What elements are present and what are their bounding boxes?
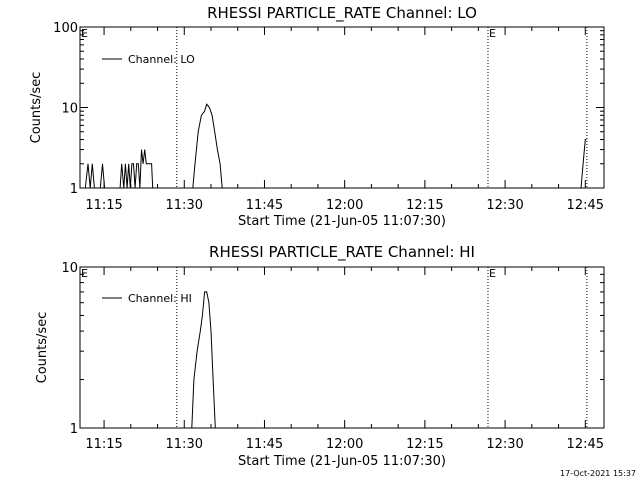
panel-2-x-tick-label: 11:45 bbox=[246, 437, 283, 452]
panel-2-marker-label: E bbox=[489, 267, 496, 280]
panel-1-x-tick-label: 12:00 bbox=[326, 198, 363, 213]
panel-1-y-tick-label: 1 bbox=[70, 182, 78, 197]
panel-1-legend-label: Channel: LO bbox=[128, 53, 195, 66]
panel-1-series-line bbox=[192, 103, 223, 189]
timestamp-label: 17-Oct-2021 15:37 bbox=[560, 469, 636, 478]
panel-2-title: RHESSI PARTICLE_RATE Channel: HI bbox=[209, 243, 475, 262]
panel-2-x-tick-label: 12:00 bbox=[326, 437, 363, 452]
panel-1-series-line bbox=[580, 139, 587, 189]
panel-1-x-tick-label: 12:15 bbox=[406, 198, 443, 213]
panel-1-x-tick-label: 11:45 bbox=[246, 198, 283, 213]
panel-1-frame bbox=[79, 26, 605, 189]
panel-1-title: RHESSI PARTICLE_RATE Channel: LO bbox=[207, 4, 477, 23]
panel-1-series-line bbox=[119, 149, 154, 189]
panel-1-x-tick-label: 11:15 bbox=[85, 198, 122, 213]
panel-1-series-line bbox=[99, 163, 106, 189]
panel-1-x-tick-label: 12:30 bbox=[486, 198, 523, 213]
panel-2-x-tick-label: 12:45 bbox=[567, 437, 604, 452]
panel-1-marker-label: E bbox=[81, 27, 88, 40]
panel-2-legend-label: Channel: HI bbox=[128, 292, 192, 305]
panel-2-y-axis-label: Counts/sec bbox=[35, 312, 50, 384]
panel-1-y-tick-label: 100 bbox=[53, 21, 78, 36]
panel-2-x-axis-label: Start Time (21-Jun-05 11:07:30) bbox=[238, 454, 446, 469]
panel-2-x-tick-label: 12:15 bbox=[406, 437, 443, 452]
panel-2-x-tick-label: 11:30 bbox=[166, 437, 203, 452]
panel-2-x-tick-label: 11:15 bbox=[85, 437, 122, 452]
panel-1-series-line bbox=[84, 163, 95, 189]
panel-2-y-tick-label: 1 bbox=[70, 422, 78, 437]
panel-2-series-line bbox=[191, 291, 216, 429]
panel-1-y-axis-label: Counts/sec bbox=[29, 72, 44, 144]
panel-2-marker-label: E bbox=[81, 267, 88, 280]
panel-1-x-axis-label: Start Time (21-Jun-05 11:07:30) bbox=[238, 214, 446, 229]
panel-1-x-tick-label: 12:45 bbox=[567, 198, 604, 213]
panel-2-x-tick-label: 12:30 bbox=[486, 437, 523, 452]
panel-2-y-tick-label: 10 bbox=[61, 261, 78, 276]
panel-1-y-tick-label: 10 bbox=[61, 102, 78, 117]
panel-1-x-tick-label: 11:30 bbox=[166, 198, 203, 213]
panel-2-frame bbox=[79, 266, 605, 429]
panel-1-marker-label: E bbox=[489, 27, 496, 40]
